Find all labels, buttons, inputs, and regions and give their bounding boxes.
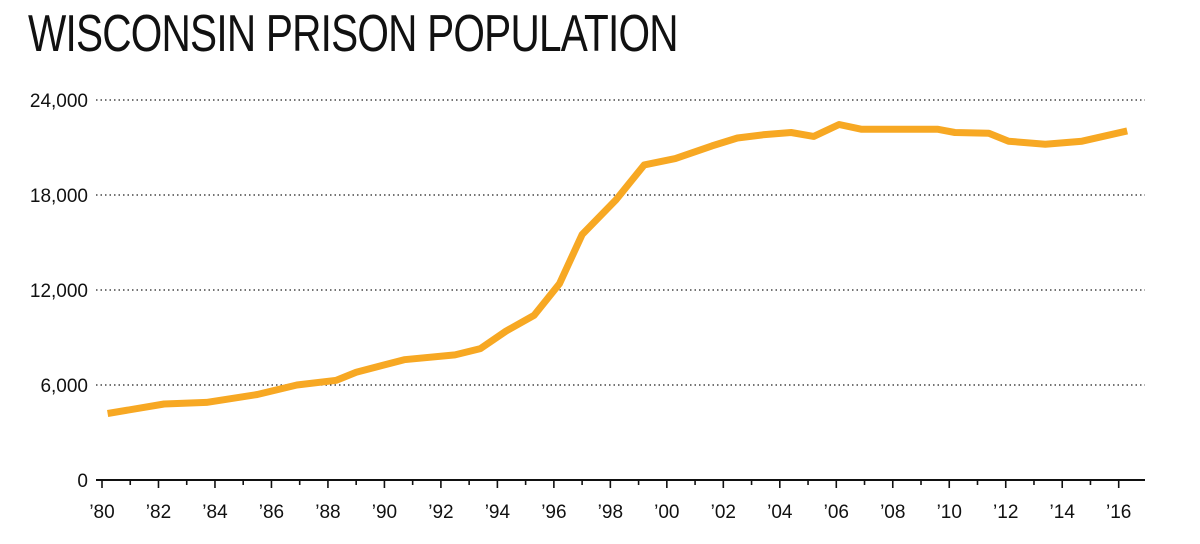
x-axis <box>96 479 1145 488</box>
x-tick-label: ’94 <box>485 502 511 523</box>
y-axis-labels: 0 6,000 12,000 18,000 24,000 <box>30 91 88 492</box>
x-tick-label: ’08 <box>880 502 905 523</box>
y-tick-label: 6,000 <box>40 376 88 397</box>
series-layer <box>107 121 1128 417</box>
x-tick-label: ’82 <box>146 502 171 523</box>
gridlines <box>96 99 1145 386</box>
x-tick-label: ’92 <box>428 502 453 523</box>
x-tick-label: ’90 <box>372 502 397 523</box>
x-tick-label: ’10 <box>937 502 962 523</box>
x-axis-labels: ’80 ’82 ’84 ’86 ’88 ’90 ’92 ’94 ’96 ’98 ’00 ’02 ’04 ’… <box>89 502 1131 523</box>
x-tick-label: ’04 <box>767 502 793 523</box>
x-tick-label: ’88 <box>315 502 340 523</box>
x-tick-label: ’86 <box>259 502 284 523</box>
chart-title: WISCONSIN PRISON POPULATION <box>28 5 679 63</box>
x-tick-label: ’96 <box>541 502 566 523</box>
x-tick-label: ’00 <box>654 502 679 523</box>
y-tick-label: 18,000 <box>30 186 88 207</box>
x-tick-label: ’98 <box>598 502 623 523</box>
x-tick-label: ’02 <box>711 502 736 523</box>
x-tick-label: ’06 <box>824 502 849 523</box>
x-tick-label: ’84 <box>202 502 228 523</box>
y-tick-label: 0 <box>77 471 88 492</box>
y-tick-label: 24,000 <box>30 91 88 112</box>
series-line <box>107 121 1128 417</box>
x-tick-label: ’12 <box>993 502 1018 523</box>
x-tick-label: ’16 <box>1106 502 1131 523</box>
x-tick-label: ’14 <box>1050 502 1076 523</box>
y-tick-label: 12,000 <box>30 281 88 302</box>
x-tick-label: ’80 <box>89 502 114 523</box>
